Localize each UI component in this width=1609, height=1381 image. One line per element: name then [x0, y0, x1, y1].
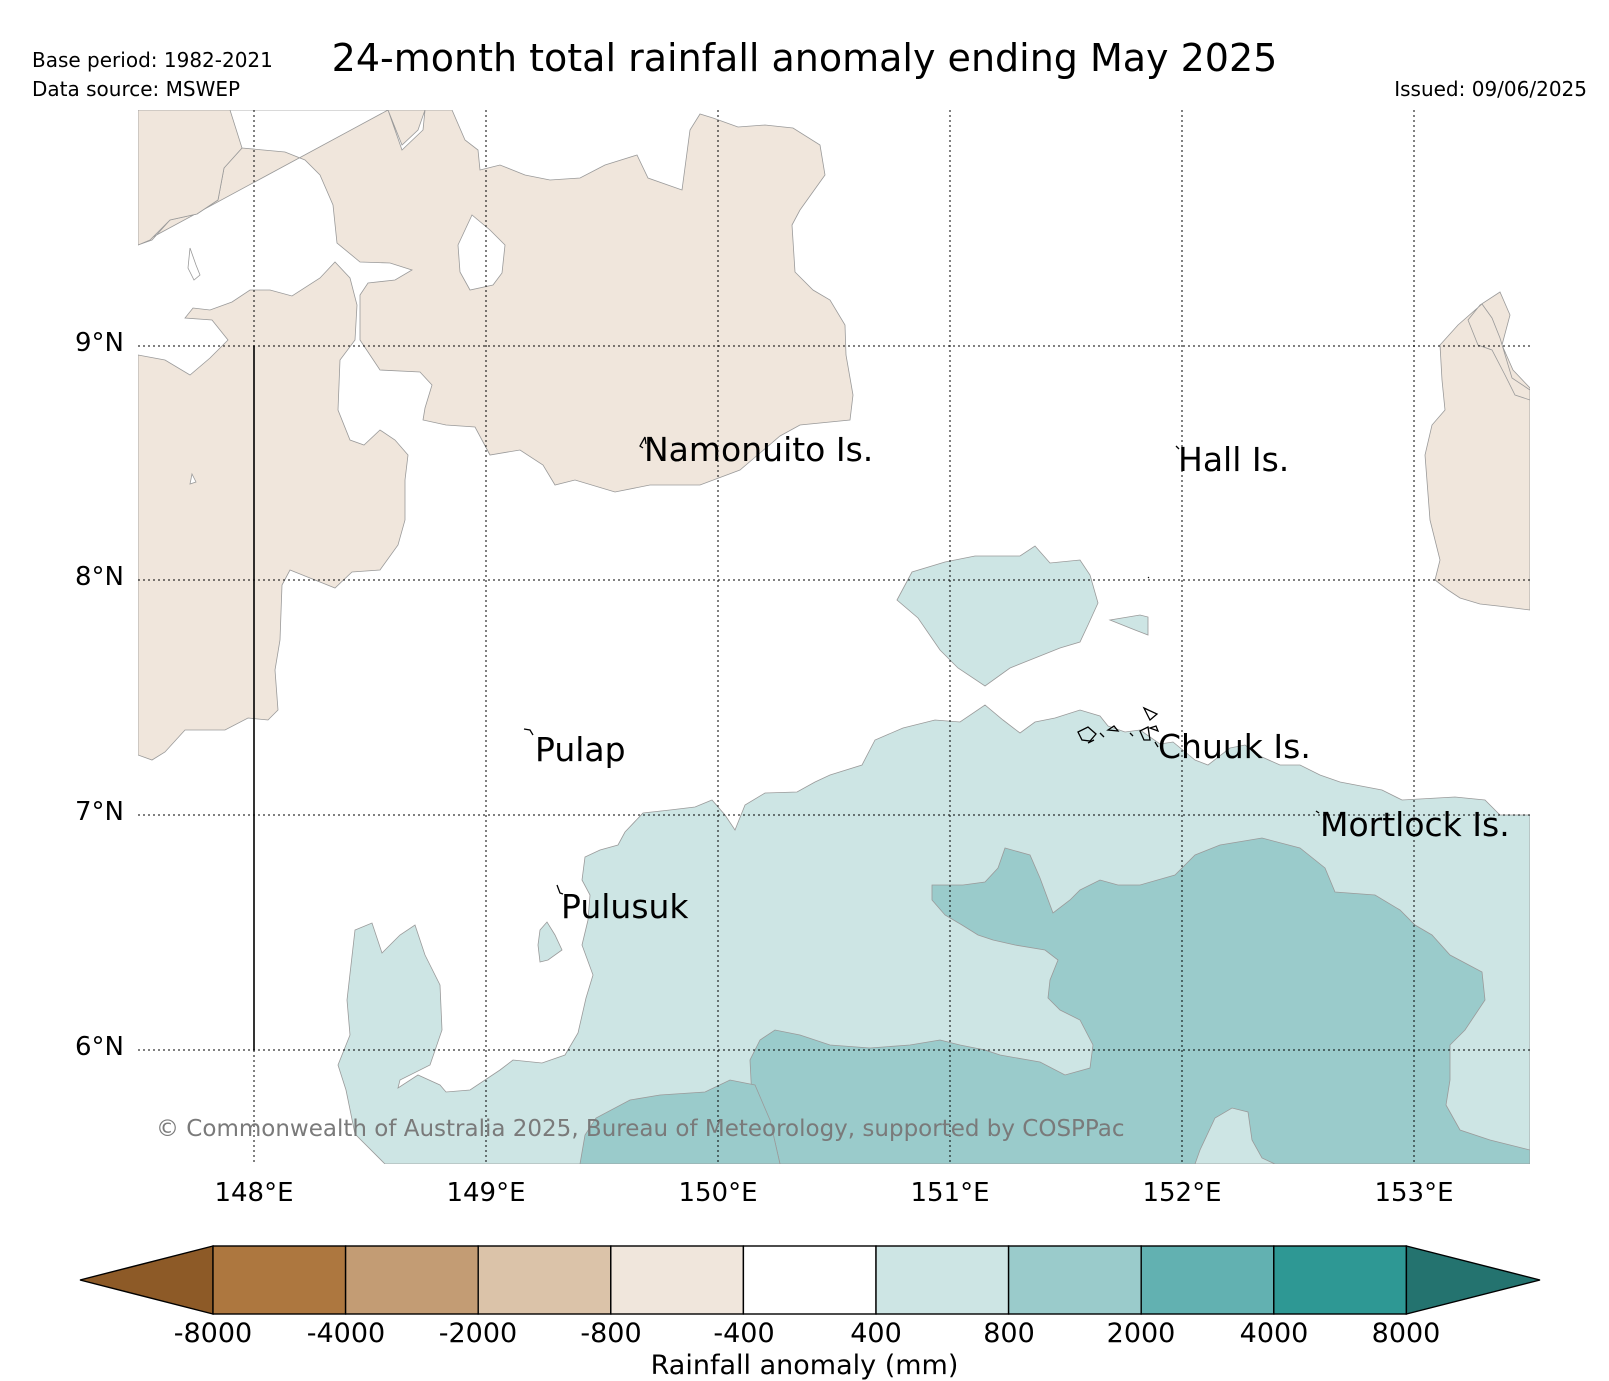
- colorbar-label: -2000: [438, 1318, 518, 1349]
- pulap-icon: [523, 728, 534, 736]
- lon-label-149e: 149°E: [446, 1178, 526, 1208]
- colorbar-label: 400: [850, 1318, 902, 1349]
- lon-label-153e: 153°E: [1374, 1178, 1454, 1208]
- island-outlines: [523, 436, 1320, 895]
- colorbar-label: 800: [983, 1318, 1035, 1349]
- lat-label-7n: 7°N: [75, 797, 124, 827]
- data-source-label: Data source: MSWEP: [32, 77, 241, 101]
- colorbar-segment: [212, 1245, 347, 1315]
- wet-region-central-north: [896, 545, 1149, 687]
- colorbar-segment: [610, 1245, 745, 1315]
- colorbar-extend-high: [1405, 1245, 1541, 1315]
- colorbar-segment: [1273, 1245, 1408, 1315]
- colorbar-segment: [1007, 1245, 1142, 1315]
- namonuito-islands-icon: [639, 436, 647, 449]
- lon-label-150e: 150°E: [678, 1178, 758, 1208]
- mortlock-islands-icon: [1315, 810, 1320, 814]
- place-label-hall: Hall Is.: [1178, 440, 1290, 479]
- colorbar-segment: [1140, 1245, 1275, 1315]
- colorbar: [79, 1245, 1541, 1315]
- lat-label-9n: 9°N: [75, 328, 124, 358]
- chuuk-islands-icon: [1077, 706, 1160, 748]
- colorbar-label: -4000: [306, 1318, 386, 1349]
- map-title: 24-month total rainfall anomaly ending M…: [331, 36, 1278, 80]
- lat-label-8n: 8°N: [75, 562, 124, 592]
- lon-label-151e: 151°E: [910, 1178, 990, 1208]
- colorbar-label: 2000: [1106, 1318, 1176, 1349]
- place-label-chuuk: Chuuk Is.: [1158, 727, 1311, 766]
- white-inlet: [457, 214, 506, 291]
- place-label-pulusuk: Pulusuk: [561, 887, 689, 926]
- wet-pocket: [1194, 1107, 1276, 1164]
- dry-region-west-hole: [187, 247, 201, 485]
- colorbar-segment: [742, 1245, 877, 1315]
- base-period-label: Base period: 1982-2021: [32, 48, 273, 72]
- dry-region-west-coast: [138, 110, 409, 761]
- copyright-notice: © Commonwealth of Australia 2025, Bureau…: [156, 1116, 1125, 1142]
- pulusuk-icon: [556, 884, 564, 895]
- colorbar-label: -400: [713, 1318, 775, 1349]
- colorbar-segment: [344, 1245, 479, 1315]
- place-label-namonuito: Namonuito Is.: [644, 430, 874, 469]
- wetter-region-east: [749, 837, 1530, 1164]
- dry-region-west: [138, 110, 854, 493]
- wetter-region-southwest: [579, 1079, 781, 1164]
- colorbar-label: 4000: [1239, 1318, 1309, 1349]
- colorbar-extend-low: [79, 1245, 214, 1315]
- place-label-pulap: Pulap: [535, 730, 626, 769]
- lon-label-148e: 148°E: [214, 1178, 294, 1208]
- hall-islands-icon: [1175, 445, 1180, 450]
- tiny-islet-icon: [1147, 576, 1150, 579]
- dry-region-east: [1424, 291, 1530, 611]
- colorbar-label: 8000: [1371, 1318, 1441, 1349]
- issued-date-label: Issued: 09/06/2025: [1394, 77, 1587, 101]
- place-label-mortlock: Mortlock Is.: [1320, 805, 1510, 844]
- colorbar-label: -800: [580, 1318, 642, 1349]
- colorbar-segment: [875, 1245, 1010, 1315]
- colorbar-title: Rainfall anomaly (mm): [650, 1350, 959, 1381]
- lat-label-6n: 6°N: [75, 1032, 124, 1062]
- wet-region-islet: [537, 921, 563, 963]
- colorbar-segment: [477, 1245, 612, 1315]
- lon-label-152e: 152°E: [1142, 1178, 1222, 1208]
- colorbar-label: -8000: [173, 1318, 253, 1349]
- map-plot-area: [138, 110, 1530, 1164]
